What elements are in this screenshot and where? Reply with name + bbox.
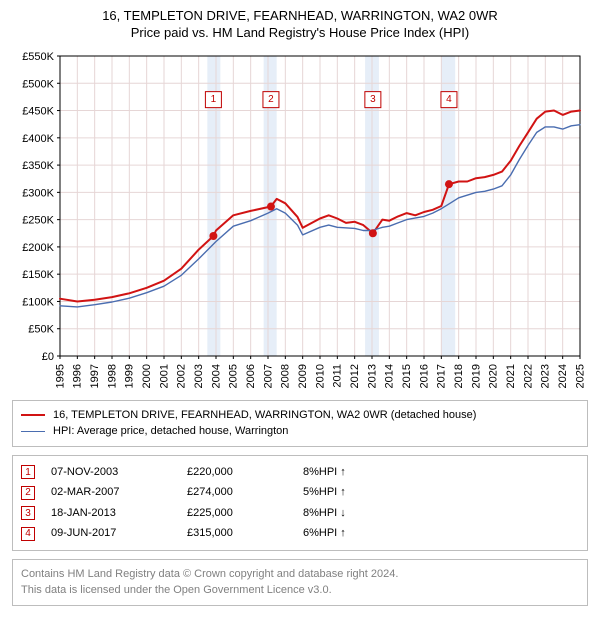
y-tick-label: £50K xyxy=(28,324,54,336)
x-tick-label: 2001 xyxy=(158,364,170,388)
y-tick-label: £400K xyxy=(22,133,54,145)
y-tick-label: £350K xyxy=(22,160,54,172)
x-tick-label: 2025 xyxy=(574,364,586,388)
legend-label: HPI: Average price, detached house, Warr… xyxy=(53,423,288,440)
x-tick-label: 2005 xyxy=(228,364,240,388)
y-tick-label: £300K xyxy=(22,187,54,199)
transaction-date: 18-JAN-2013 xyxy=(51,505,171,522)
transaction-marker: 2 xyxy=(21,486,35,500)
marker-num-3: 3 xyxy=(370,94,376,105)
marker-num-2: 2 xyxy=(268,94,274,105)
transaction-date: 07-NOV-2003 xyxy=(51,464,171,481)
x-tick-label: 2022 xyxy=(522,364,534,388)
x-tick-label: 2009 xyxy=(297,364,309,388)
transaction-date: 09-JUN-2017 xyxy=(51,525,171,542)
transactions-table: 1 07-NOV-2003 £220,000 8%HPI 2 02-MAR-2007 £27… xyxy=(12,455,588,551)
y-tick-label: £100K xyxy=(22,296,54,308)
legend-swatch xyxy=(21,431,45,432)
transaction-pct: 8%HPI xyxy=(303,505,393,522)
x-tick-label: 2017 xyxy=(436,364,448,388)
x-tick-label: 2012 xyxy=(349,364,361,388)
y-tick-label: £0 xyxy=(42,351,54,363)
transaction-marker: 4 xyxy=(21,527,35,541)
transaction-price: £220,000 xyxy=(187,464,287,481)
x-tick-label: 2016 xyxy=(418,364,430,388)
legend-row: 16, TEMPLETON DRIVE, FEARNHEAD, WARRINGT… xyxy=(21,407,579,424)
footer-line2: This data is licensed under the Open Gov… xyxy=(21,582,579,599)
x-tick-label: 1996 xyxy=(72,364,84,388)
x-tick-label: 2021 xyxy=(505,364,517,388)
chart-area: £0 £50K £100K £150K £200K £250K £300K £350K £400… xyxy=(12,48,588,392)
marker-num-4: 4 xyxy=(446,94,452,105)
x-tick-label: 2000 xyxy=(141,364,153,388)
marker-dot-3 xyxy=(369,229,377,237)
x-tick-label: 2018 xyxy=(453,364,465,388)
x-tick-label: 2008 xyxy=(280,364,292,388)
transaction-price: £315,000 xyxy=(187,525,287,542)
chart-svg: £0 £50K £100K £150K £200K £250K £300K £350K £400… xyxy=(12,48,588,392)
y-tick-label: £550K xyxy=(22,51,54,63)
x-tick-label: 2004 xyxy=(210,364,222,388)
marker-num-1: 1 xyxy=(211,94,217,105)
legend-swatch xyxy=(21,414,45,416)
y-tick-label: £250K xyxy=(22,214,54,226)
x-tick-label: 2002 xyxy=(176,364,188,388)
x-tick-label: 1999 xyxy=(124,364,136,388)
y-tick-label: £200K xyxy=(22,242,54,254)
x-tick-label: 2015 xyxy=(401,364,413,388)
transaction-row: 1 07-NOV-2003 £220,000 8%HPI xyxy=(21,462,579,483)
title-line2: Price paid vs. HM Land Registry's House … xyxy=(12,25,588,42)
x-tick-label: 2010 xyxy=(314,364,326,388)
marker-dot-2 xyxy=(267,202,275,210)
transaction-date: 02-MAR-2007 xyxy=(51,484,171,501)
transaction-price: £225,000 xyxy=(187,505,287,522)
legend-label: 16, TEMPLETON DRIVE, FEARNHEAD, WARRINGT… xyxy=(53,407,476,424)
transaction-row: 3 18-JAN-2013 £225,000 8%HPI xyxy=(21,503,579,524)
legend-row: HPI: Average price, detached house, Warr… xyxy=(21,423,579,440)
y-tick-label: £150K xyxy=(22,269,54,281)
transaction-row: 4 09-JUN-2017 £315,000 6%HPI xyxy=(21,523,579,544)
title-line1: 16, TEMPLETON DRIVE, FEARNHEAD, WARRINGT… xyxy=(12,8,588,25)
x-tick-label: 1998 xyxy=(106,364,118,388)
marker-dot-1 xyxy=(209,232,217,240)
transaction-row: 2 02-MAR-2007 £274,000 5%HPI xyxy=(21,482,579,503)
legend: 16, TEMPLETON DRIVE, FEARNHEAD, WARRINGT… xyxy=(12,400,588,447)
transaction-pct: 6%HPI xyxy=(303,525,393,542)
x-tick-label: 2023 xyxy=(540,364,552,388)
transaction-price: £274,000 xyxy=(187,484,287,501)
transaction-pct: 5%HPI xyxy=(303,484,393,501)
transaction-marker: 1 xyxy=(21,465,35,479)
y-tick-label: £450K xyxy=(22,105,54,117)
x-tick-label: 1997 xyxy=(89,364,101,388)
footer-line1: Contains HM Land Registry data © Crown c… xyxy=(21,566,579,583)
transaction-pct: 8%HPI xyxy=(303,464,393,481)
x-tick-label: 2006 xyxy=(245,364,257,388)
x-tick-label: 1995 xyxy=(54,364,66,388)
chart-title: 16, TEMPLETON DRIVE, FEARNHEAD, WARRINGT… xyxy=(12,8,588,42)
x-tick-label: 2014 xyxy=(384,364,396,388)
footer: Contains HM Land Registry data © Crown c… xyxy=(12,559,588,606)
x-tick-label: 2019 xyxy=(470,364,482,388)
y-tick-label: £500K xyxy=(22,78,54,90)
x-tick-label: 2007 xyxy=(262,364,274,388)
x-tick-label: 2024 xyxy=(557,364,569,388)
x-tick-label: 2003 xyxy=(193,364,205,388)
x-tick-label: 2011 xyxy=(332,364,344,388)
x-tick-label: 2020 xyxy=(488,364,500,388)
marker-dot-4 xyxy=(445,180,453,188)
x-tick-label: 2013 xyxy=(366,364,378,388)
transaction-marker: 3 xyxy=(21,506,35,520)
